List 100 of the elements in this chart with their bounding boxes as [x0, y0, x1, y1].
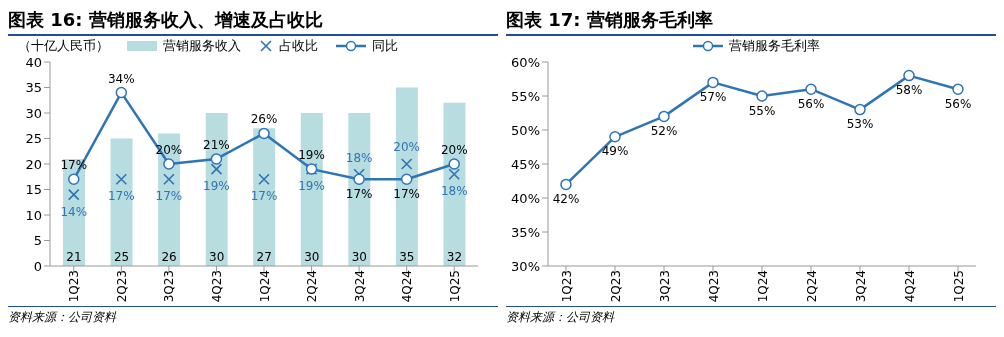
y-axis-title: （十亿人民币）	[18, 37, 109, 55]
x-tick-label: 2Q24	[804, 270, 819, 303]
x-tick-label: 3Q23	[657, 270, 672, 303]
data-label: 57%	[699, 89, 727, 104]
point	[805, 83, 817, 95]
data-label: 19%	[298, 148, 325, 163]
data-label: 18%	[440, 184, 468, 199]
x-tick-label: 3Q24	[853, 270, 868, 303]
point	[448, 158, 460, 170]
data-label: 21%	[203, 137, 230, 152]
data-label: 17%	[345, 186, 373, 201]
data-label: 30	[351, 250, 367, 264]
x-tick-label: 4Q24	[902, 270, 917, 303]
data-label: 18%	[345, 150, 373, 165]
y-tick-label: 60%	[511, 54, 540, 70]
x-tick-label: 3Q23	[162, 270, 177, 303]
point	[163, 173, 175, 186]
data-label: 49%	[601, 144, 629, 159]
point	[400, 173, 413, 186]
data-label: 34%	[108, 71, 135, 86]
point	[353, 173, 365, 186]
data-label: 26	[161, 250, 177, 264]
data-label: 25	[113, 250, 130, 264]
y-tick-label: 35%	[511, 224, 540, 240]
data-label: 20%	[440, 143, 468, 157]
legend-label: 占收比	[279, 37, 318, 55]
point	[560, 178, 572, 191]
x-tick-label: 1Q23	[67, 270, 82, 303]
legend-label: 营销服务收入	[163, 37, 241, 55]
x-tick-label: 1Q23	[559, 270, 574, 303]
data-label: 17%	[108, 189, 135, 204]
data-label: 17%	[393, 186, 420, 201]
data-label: 19%	[298, 179, 325, 194]
x-tick-label: 4Q23	[706, 270, 721, 303]
legend-label: 同比	[372, 37, 398, 55]
point	[115, 86, 128, 99]
data-label: 55%	[748, 103, 776, 118]
x-tick-label: 1Q24	[257, 270, 272, 303]
point	[707, 76, 719, 89]
y-tick-label: 35	[25, 80, 42, 96]
x-tick-label: 3Q24	[352, 270, 367, 303]
data-label: 58%	[895, 83, 923, 98]
y-tick-label: 5	[33, 233, 42, 249]
data-label: 56%	[797, 96, 825, 111]
data-label: 26%	[250, 112, 278, 127]
y-tick-label: 45%	[511, 156, 540, 172]
point	[210, 163, 223, 175]
x-tick-label: 2Q23	[114, 270, 129, 303]
chart-title: 图表 16: 营销服务收入、增速及占收比	[8, 8, 498, 36]
x-tick-label: 1Q24	[755, 270, 770, 303]
data-label: 17%	[250, 189, 278, 204]
x-tick-label: 1Q25	[951, 270, 966, 303]
bar	[253, 128, 276, 266]
point	[210, 153, 223, 165]
point	[448, 168, 461, 180]
point	[903, 69, 915, 82]
data-label: 27	[256, 250, 272, 264]
x-tick-label: 2Q24	[305, 270, 320, 303]
y-tick-label: 40%	[511, 190, 540, 206]
point	[68, 173, 80, 186]
data-label: 32	[446, 250, 463, 264]
y-tick-label: 10	[25, 207, 42, 223]
point	[658, 110, 670, 123]
point	[115, 173, 128, 186]
y-tick-label: 50%	[511, 122, 540, 138]
data-label: 20%	[393, 140, 420, 155]
chart-title: 图表 17: 营销服务毛利率	[506, 8, 996, 36]
data-label: 35	[399, 250, 415, 264]
y-tick-label: 20	[25, 156, 42, 172]
legend-label: 营销服务毛利率	[728, 37, 820, 55]
y-tick-label: 25	[25, 131, 42, 147]
data-label: 19%	[203, 179, 230, 194]
data-label: 42%	[552, 191, 580, 206]
y-tick-label: 15	[25, 182, 42, 198]
bar	[395, 87, 418, 266]
point	[258, 173, 270, 186]
point	[854, 103, 866, 116]
point	[400, 158, 413, 170]
point	[756, 90, 768, 102]
data-label: 21	[66, 250, 82, 264]
data-label: 17%	[155, 189, 183, 204]
x-tick-label: 4Q23	[209, 270, 224, 303]
data-label: 53%	[846, 117, 874, 132]
data-label: 30	[209, 250, 225, 264]
data-label: 52%	[650, 123, 678, 138]
point	[163, 158, 175, 170]
point	[258, 127, 270, 140]
data-label: 56%	[944, 96, 972, 111]
data-label: 30	[304, 250, 320, 264]
x-tick-label: 2Q23	[608, 270, 623, 303]
y-tick-label: 30	[25, 105, 42, 121]
bar	[110, 138, 133, 266]
text: 资料来源：公司资料	[8, 306, 498, 326]
text: 资料来源：公司资料	[506, 306, 996, 326]
point	[952, 83, 964, 95]
x-tick-label: 4Q24	[400, 270, 415, 303]
y-tick-label: 0	[33, 258, 42, 274]
y-tick-label: 40	[25, 54, 42, 70]
data-label: 14%	[60, 204, 88, 219]
y-tick-label: 30%	[511, 258, 540, 274]
